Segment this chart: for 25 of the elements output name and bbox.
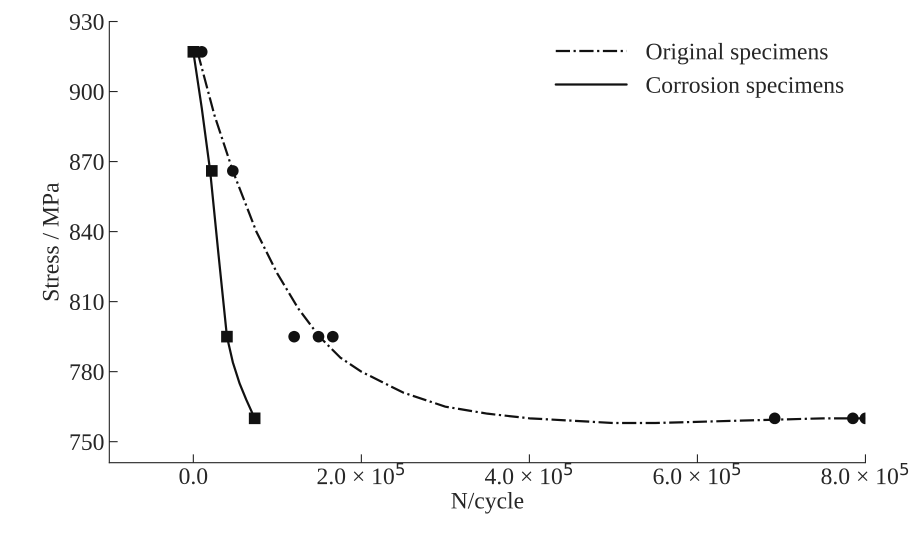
point	[312, 330, 324, 342]
point	[768, 412, 781, 424]
point	[847, 412, 859, 424]
legend-label: Original specimens	[646, 42, 828, 64]
point	[221, 330, 233, 342]
x-tick-label: 4.0 × 10$^{5}$	[484, 462, 572, 484]
point	[206, 165, 218, 177]
point	[248, 412, 260, 424]
x-tick-label: 0.0	[179, 468, 208, 484]
y-tick-label: 930	[70, 14, 104, 30]
y-axis-title: Stress / MPa	[42, 182, 59, 300]
y-tick-label: 750	[70, 434, 104, 450]
point	[326, 330, 339, 342]
y-tick-label: 900	[70, 84, 104, 100]
x-tick-label: 2.0 × 10$^{5}$	[318, 462, 404, 484]
y-tick-label: 810	[70, 294, 104, 310]
point	[227, 165, 239, 177]
y-tick-label: 780	[70, 364, 104, 380]
point	[288, 330, 300, 342]
x-tick-label: 8.0 × 10$^{5}$	[821, 462, 908, 484]
x-axis-title: N/cycle	[451, 492, 524, 514]
legend-label: Corrosion specimens	[646, 77, 844, 98]
y-tick-label: 840	[70, 224, 104, 240]
y-tick-label: 870	[70, 154, 104, 170]
x-tick-label: 6.0 × 10$^{5}$	[654, 462, 740, 484]
